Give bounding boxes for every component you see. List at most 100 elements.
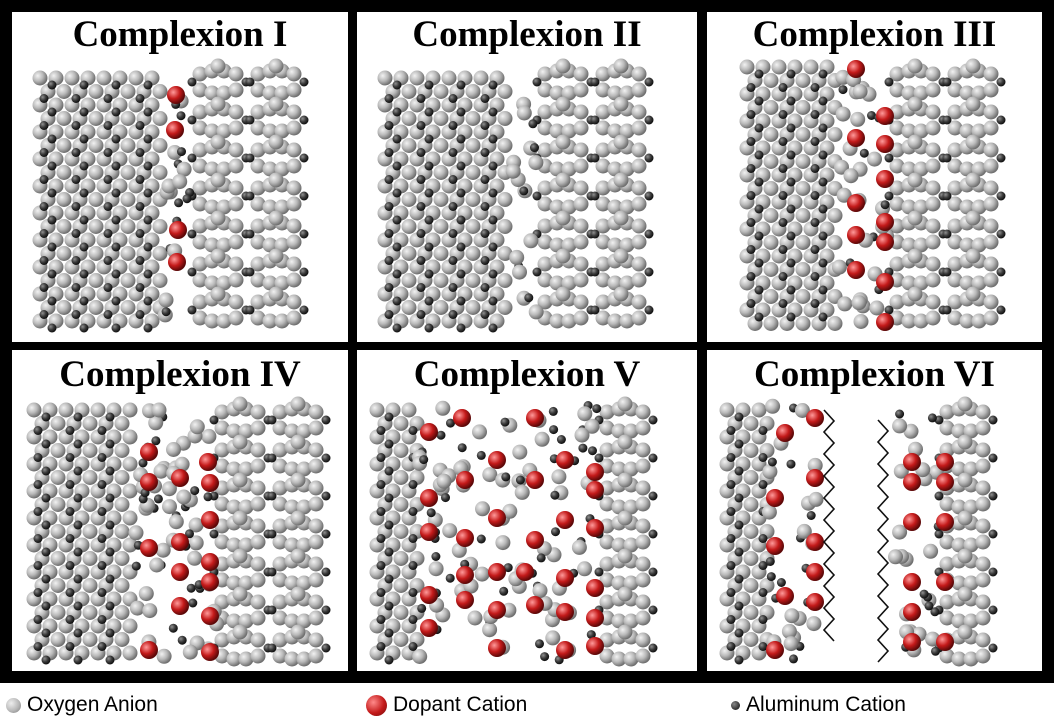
oxygen-atom [635,534,651,550]
oxygen-atom [743,524,759,539]
oxygen-atom [983,142,999,158]
dopant-atom [903,633,921,651]
oxygen-atom [765,398,781,414]
aluminum-atom [480,283,490,292]
aluminum-atom [746,191,756,200]
aluminum-atom [416,202,426,211]
oxygen-atom [216,313,232,329]
legend-item-oxygen: Oxygen Anion [6,693,158,717]
oxygen-atom [795,289,811,304]
dopant-atom [847,194,865,212]
oxygen-atom [262,275,278,291]
aluminum-atom [105,439,115,449]
aluminum-atom [424,80,434,90]
oxygen-atom [537,82,553,98]
oxygen-atom [138,586,154,602]
oxygen-atom [149,557,165,573]
oxygen-atom [939,404,955,420]
oxygen-atom [465,165,481,180]
oxygen-atom [561,313,577,329]
oxygen-atom [166,442,181,457]
oxygen-atom [561,85,577,101]
aluminum-atom [143,80,153,90]
aluminum-atom [810,164,820,173]
aluminum-atom [818,204,828,214]
oxygen-atom [122,429,138,445]
aluminum-atom [41,628,51,638]
oxygen-atom [192,180,208,196]
aluminum-atom [73,493,83,503]
oxygen-anion-icon [6,697,21,713]
oxygen-atom [743,497,759,512]
aluminum-atom [476,534,486,544]
oxygen-atom [401,300,417,315]
dopant-atom [586,463,604,481]
aluminum-atom [103,229,113,238]
oxygen-atom [192,294,208,310]
oxygen-atom [619,161,635,177]
aluminum-atom [190,486,200,496]
aluminum-atom [726,588,736,597]
oxygen-atom [939,648,955,664]
panel-complexion-3: Complexion III [707,12,1042,342]
oxygen-atom [192,82,208,98]
oxygen-atom [88,192,104,207]
complexion-figure: Complexion I Complexion II Complexion II… [0,0,1054,683]
oxygen-atom [983,196,999,212]
aluminum-atom [188,598,198,608]
oxygen-atom [192,218,208,234]
oxygen-atom [122,645,138,661]
oxygen-atom [401,402,417,418]
dopant-atom [766,489,784,507]
aluminum-atom [384,601,394,611]
aluminum-atom [778,164,788,173]
aluminum-atom [644,305,654,315]
oxygen-atom [120,84,136,99]
aluminum-atom [111,269,121,279]
panel-title: Complexion II [412,14,642,55]
oxygen-atom [795,127,811,142]
oxygen-atom [889,66,905,82]
oxygen-atom [393,551,409,566]
oxygen-atom [465,219,481,234]
aluminum-atom [111,323,121,333]
dopant-atom [556,511,574,529]
aluminum-atom [931,646,940,656]
oxygen-atom [889,120,905,136]
oxygen-atom [272,610,288,626]
oxygen-atom [308,420,324,436]
oxygen-atom [555,248,571,264]
oxygen-atom [983,104,999,120]
oxygen-atom [442,523,458,539]
dopant-atom [936,453,954,471]
oxygen-atom [975,442,991,458]
oxygen-atom [204,237,220,253]
oxygen-atom [286,196,302,212]
aluminum-atom [590,305,600,315]
dopant-atom [488,563,506,581]
aluminum-atom [41,655,51,665]
oxygen-atom [393,605,409,620]
oxygen-atom [971,313,987,329]
oxygen-atom [210,248,226,264]
oxygen-atom [232,548,248,564]
oxygen-atom [286,272,302,288]
aluminum-atom [321,529,331,539]
oxygen-atom [975,648,991,664]
oxygen-atom [114,524,130,539]
oxygen-atom [595,272,611,288]
aluminum-atom [73,547,83,557]
aluminum-atom [644,153,654,163]
oxygen-atom [201,428,217,444]
oxygen-atom [401,246,417,261]
aluminum-atom [47,134,57,144]
oxygen-atom [308,518,324,534]
oxygen-atom [561,275,577,291]
aluminum-atom [392,161,402,171]
dopant-atom [847,60,865,78]
aluminum-atom [47,161,57,171]
oxygen-atom [537,104,553,120]
aluminum-atom [810,299,820,308]
oxygen-atom [250,420,266,436]
dopant-atom [167,86,185,104]
